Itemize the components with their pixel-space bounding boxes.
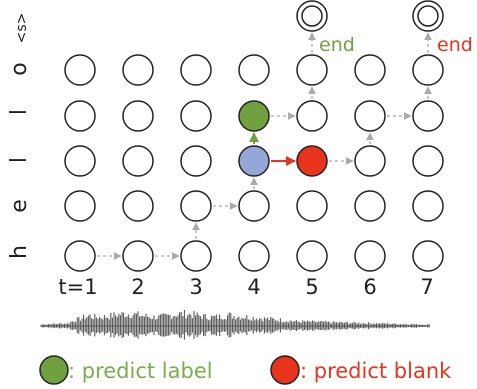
lattice-node <box>180 145 212 177</box>
legend-red-swatch <box>270 355 300 385</box>
time-label-6: 6 <box>363 275 376 299</box>
row-label-sos: <s> <box>14 13 30 44</box>
row-label-e: e <box>7 199 32 213</box>
lattice-node <box>64 190 96 222</box>
lattice-node <box>180 100 212 132</box>
time-label-1: t=1 <box>58 275 97 299</box>
legend: : predict label : predict blank <box>39 355 452 385</box>
lattice-node <box>354 240 386 272</box>
lattice-node <box>122 190 154 222</box>
lattice-node <box>64 145 96 177</box>
lattice-node <box>180 190 212 222</box>
row-label-l-upper: l <box>7 109 32 115</box>
lattice-node <box>354 54 386 86</box>
row-labels: <s> o l l e h <box>7 13 32 259</box>
end-label-green: end <box>319 34 355 56</box>
lattice-node <box>180 240 212 272</box>
lattice-node <box>64 240 96 272</box>
lattice-node-predict-blank <box>296 145 328 177</box>
final-state-inner <box>301 5 323 27</box>
lattice-nodes <box>64 54 444 272</box>
lattice-node <box>354 190 386 222</box>
legend-blank-text: : predict blank <box>300 359 452 383</box>
lattice-node <box>296 190 328 222</box>
lattice-node <box>122 145 154 177</box>
time-label-4: 4 <box>247 275 260 299</box>
end-label-red: end <box>437 34 473 56</box>
time-label-7: 7 <box>420 275 433 299</box>
row-label-l-lower: l <box>7 157 32 163</box>
lattice-node <box>412 100 444 132</box>
row-label-h: h <box>7 245 32 259</box>
time-label-3: 3 <box>189 275 202 299</box>
time-label-2: 2 <box>131 275 144 299</box>
row-label-o: o <box>7 62 32 75</box>
lattice-node <box>64 100 96 132</box>
lattice-node <box>180 54 212 86</box>
audio-waveform <box>40 309 430 340</box>
lattice-node <box>412 145 444 177</box>
lattice-node <box>412 240 444 272</box>
lattice-node <box>238 190 270 222</box>
lattice-node <box>412 190 444 222</box>
lattice-node <box>122 100 154 132</box>
time-axis: t=1 2 3 4 5 6 7 <box>58 275 433 299</box>
lattice-node <box>296 100 328 132</box>
lattice-node-current <box>238 145 270 177</box>
lattice-node <box>354 145 386 177</box>
lattice-node <box>412 54 444 86</box>
time-label-5: 5 <box>305 275 318 299</box>
lattice-arrows <box>97 32 432 260</box>
lattice-node <box>238 240 270 272</box>
final-states <box>296 0 444 32</box>
lattice-node <box>296 54 328 86</box>
lattice-node <box>354 100 386 132</box>
legend-green-swatch <box>39 355 69 385</box>
lattice-node-predict-label <box>238 100 270 132</box>
lattice-node <box>64 54 96 86</box>
final-state-inner <box>417 5 439 27</box>
lattice-node <box>238 54 270 86</box>
lattice-node <box>122 54 154 86</box>
lattice-node <box>122 240 154 272</box>
lattice-node <box>296 240 328 272</box>
legend-label-text: : predict label <box>68 359 213 383</box>
